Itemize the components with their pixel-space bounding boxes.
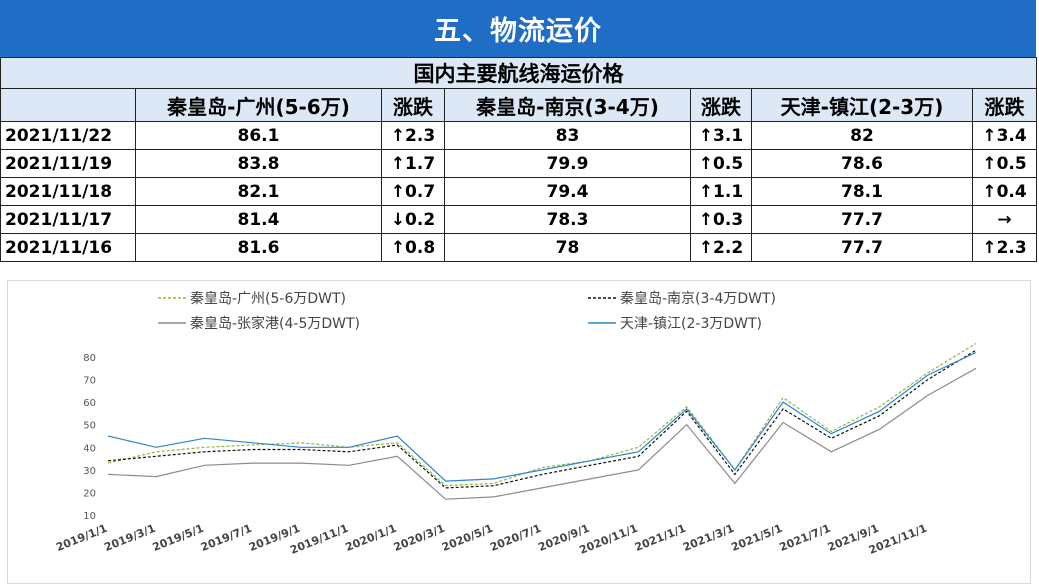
row-date: 2021/11/22 bbox=[0, 121, 136, 150]
series-line-1 bbox=[107, 349, 977, 489]
section-title-banner: 五、物流运价 bbox=[0, 0, 1036, 57]
change-cell: ↑0.3 bbox=[690, 205, 752, 234]
change-cell: ↑2.2 bbox=[690, 233, 752, 262]
table-row: 2021/11/18 82.1 ↑0.7 79.4 ↑1.1 78.1 ↑0.4 bbox=[0, 177, 1038, 206]
y-tick-label: 80 bbox=[83, 353, 96, 364]
price-cell: 86.1 bbox=[135, 121, 382, 150]
price-cell: 78.6 bbox=[751, 149, 973, 178]
legend-label: 秦皇岛-张家港(4-5万DWT) bbox=[190, 315, 360, 332]
column-header-date bbox=[0, 88, 136, 122]
freight-line-chart: 10 20 30 40 50 60 70 80 2019/1/12019/3/12019/5/1… bbox=[54, 291, 977, 557]
x-tick-label: 2021/5/1 bbox=[729, 522, 784, 554]
legend-label: 天津-镇江(2-3万DWT) bbox=[620, 316, 762, 332]
x-tick-label: 2021/3/1 bbox=[681, 522, 736, 554]
column-header-route-2: 秦皇岛-南京(3-4万) bbox=[444, 88, 691, 122]
table-row: 2021/11/17 81.4 ↓0.2 78.3 ↑0.3 77.7 → bbox=[0, 205, 1038, 234]
table-row: 2021/11/22 86.1 ↑2.3 83 ↑3.1 82 ↑3.4 bbox=[0, 121, 1038, 150]
y-tick-label: 60 bbox=[83, 398, 96, 409]
y-tick-label: 10 bbox=[83, 511, 96, 522]
row-date: 2021/11/16 bbox=[0, 233, 136, 262]
change-cell: ↑3.1 bbox=[690, 121, 752, 150]
price-cell: 81.6 bbox=[135, 233, 382, 262]
column-header-change-3: 涨跌 bbox=[971, 88, 1038, 122]
price-cell: 82.1 bbox=[135, 177, 382, 206]
column-header-change-1: 涨跌 bbox=[381, 88, 445, 122]
legend-label: 秦皇岛-广州(5-6万DWT) bbox=[190, 291, 346, 307]
column-header-route-3: 天津-镇江(2-3万) bbox=[751, 88, 973, 122]
table-body: 2021/11/22 86.1 ↑2.3 83 ↑3.1 82 ↑3.4 2021/11/19… bbox=[0, 121, 1038, 262]
y-tick-label: 20 bbox=[83, 488, 96, 499]
y-tick-label: 70 bbox=[83, 376, 96, 387]
change-cell: ↑0.5 bbox=[971, 149, 1038, 178]
price-cell: 78.1 bbox=[751, 177, 973, 206]
table-subtitle: 国内主要航线海运价格 bbox=[0, 57, 1038, 89]
series-line-2 bbox=[107, 367, 977, 500]
change-cell: ↑2.3 bbox=[971, 233, 1038, 262]
change-cell: ↑0.5 bbox=[690, 149, 752, 178]
price-cell: 77.7 bbox=[751, 233, 973, 262]
price-cell: 82 bbox=[751, 121, 973, 150]
price-cell: 79.4 bbox=[444, 177, 691, 206]
price-cell: 83.8 bbox=[135, 149, 382, 178]
x-tick-label: 2021/7/1 bbox=[778, 522, 833, 554]
y-tick-label: 40 bbox=[83, 443, 96, 454]
x-tick-label: 2020/7/1 bbox=[488, 522, 543, 554]
price-cell: 81.4 bbox=[135, 205, 382, 234]
table-header-row: 秦皇岛-广州(5-6万) 涨跌 秦皇岛-南京(3-4万) 涨跌 天津-镇江(2-… bbox=[0, 88, 1038, 122]
column-header-route-1: 秦皇岛-广州(5-6万) bbox=[135, 88, 382, 122]
change-cell: ↑0.7 bbox=[381, 177, 445, 206]
change-cell: ↑3.4 bbox=[971, 121, 1038, 150]
change-cell: ↓0.2 bbox=[381, 205, 445, 234]
price-cell: 83 bbox=[444, 121, 691, 150]
x-tick-label: 2020/1/1 bbox=[344, 522, 399, 554]
change-cell: → bbox=[971, 205, 1038, 234]
y-tick-label: 30 bbox=[83, 466, 96, 477]
table-subtitle-row: 国内主要航线海运价格 bbox=[0, 57, 1038, 89]
row-date: 2021/11/17 bbox=[0, 205, 136, 234]
change-cell: ↑1.7 bbox=[381, 149, 445, 178]
column-header-change-2: 涨跌 bbox=[690, 88, 752, 122]
price-cell: 78.3 bbox=[444, 205, 691, 234]
x-tick-label: 2019/3/1 bbox=[102, 522, 157, 554]
change-cell: ↑0.4 bbox=[971, 177, 1038, 206]
row-date: 2021/11/18 bbox=[0, 177, 136, 206]
x-tick-label: 2019/7/1 bbox=[199, 522, 254, 554]
series-line-0 bbox=[107, 342, 977, 487]
chart-container: 10 20 30 40 50 60 70 80 2019/1/1 2019/3/1 2019/5/1… bbox=[7, 280, 1031, 584]
x-tick-label: 2021/1/1 bbox=[633, 522, 688, 554]
series-line-3 bbox=[107, 351, 977, 482]
change-cell: ↑1.1 bbox=[690, 177, 752, 206]
table-row: 2021/11/16 81.6 ↑0.8 78 ↑2.2 77.7 ↑2.3 bbox=[0, 233, 1038, 262]
change-cell: ↑2.3 bbox=[381, 121, 445, 150]
change-cell: ↑0.8 bbox=[381, 233, 445, 262]
price-cell: 77.7 bbox=[751, 205, 973, 234]
freight-price-table: 国内主要航线海运价格 秦皇岛-广州(5-6万) 涨跌 秦皇岛-南京(3-4万) … bbox=[0, 57, 1038, 262]
x-tick-label: 2019/5/1 bbox=[151, 522, 206, 554]
table-row: 2021/11/19 83.8 ↑1.7 79.9 ↑0.5 78.6 ↑0.5 bbox=[0, 149, 1038, 178]
row-date: 2021/11/19 bbox=[0, 149, 136, 178]
price-cell: 79.9 bbox=[444, 149, 691, 178]
x-tick-label: 2019/1/1 bbox=[54, 522, 109, 554]
price-cell: 78 bbox=[444, 233, 691, 262]
legend-label: 秦皇岛-南京(3-4万DWT) bbox=[620, 291, 776, 307]
section-title: 五、物流运价 bbox=[434, 16, 602, 47]
y-tick-label: 50 bbox=[83, 421, 96, 432]
x-tick-label: 2020/5/1 bbox=[440, 522, 495, 554]
x-tick-label: 2020/3/1 bbox=[392, 522, 447, 554]
